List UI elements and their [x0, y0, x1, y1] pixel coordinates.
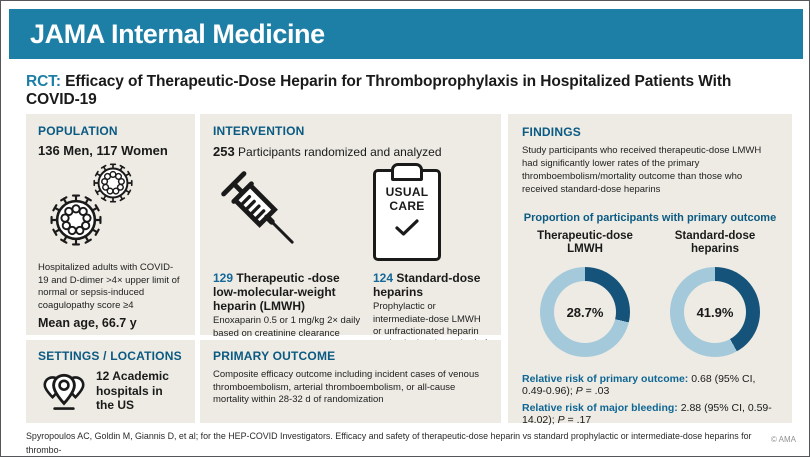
- donut-charts: 28.7% 41.9%: [522, 257, 778, 358]
- randomized-count-line: 253 Participants randomized and analyzed: [213, 144, 442, 159]
- article-title: RCT: Efficacy of Therapeutic-Dose Hepari…: [26, 73, 788, 109]
- usual-care-clipboard-icon: USUAL CARE: [373, 163, 441, 261]
- primary-outcome-text: Composite efficacy outcome including inc…: [213, 369, 479, 406]
- arm-therapeutic-lmwh: 129 Therapeutic -dose low-molecular-weig…: [213, 271, 365, 363]
- arm1-title: Therapeutic -dose low-molecular-weight h…: [213, 271, 340, 314]
- stat-primary-outcome: Relative risk of primary outcome: 0.68 (…: [522, 373, 756, 398]
- donut-label-standard: Standard-dose heparins: [674, 229, 756, 256]
- findings-panel: FINDINGS Study participants who received…: [508, 114, 792, 426]
- donut-value-standard: 41.9%: [696, 304, 734, 320]
- arm2-count: 124: [373, 271, 397, 285]
- journal-header: JAMA Internal Medicine: [9, 9, 803, 59]
- donut-label-lmwh: Therapeutic-dose LMWH: [537, 229, 633, 256]
- intervention-heading: INTERVENTION: [213, 124, 305, 138]
- donut-chart-standard: 41.9%: [670, 267, 760, 358]
- settings-text: 12 Academic hospitals in the US: [96, 369, 169, 413]
- study-type-tag: RCT:: [26, 73, 61, 90]
- arm1-count: 129: [213, 271, 237, 285]
- syringe-icon: [221, 171, 294, 244]
- population-counts: 136 Men, 117 Women: [38, 143, 168, 158]
- stat-major-bleeding: Relative risk of major bleeding: 2.88 (9…: [522, 402, 772, 427]
- intervention-icons: USUAL CARE: [213, 163, 488, 267]
- primary-outcome-panel: PRIMARY OUTCOME Composite efficacy outco…: [200, 340, 501, 423]
- settings-panel: SETTINGS / LOCATIONS 12 Academic hospita…: [26, 340, 195, 423]
- article-title-text: Efficacy of Therapeutic-Dose Heparin for…: [26, 73, 732, 108]
- findings-heading: FINDINGS: [522, 125, 581, 139]
- population-icons: [38, 158, 183, 262]
- citation-line1: Spyropoulos AC, Goldin M, Giannis D, et …: [26, 431, 752, 455]
- arm1-detail: Enoxaparin 0.5 or 1 mg/kg 2× daily based…: [213, 315, 361, 339]
- map-pins-icon: [43, 373, 85, 410]
- chart-title: Proportion of participants with primary …: [523, 211, 777, 224]
- relative-risk-stats: Relative risk of primary outcome: 0.68 (…: [522, 373, 778, 426]
- journal-name: JAMA Internal Medicine: [30, 18, 325, 49]
- primary-outcome-heading: PRIMARY OUTCOME: [213, 349, 336, 363]
- population-panel: POPULATION 136 Men, 117 Women Hospitaliz…: [26, 114, 195, 335]
- citation: Spyropoulos AC, Goldin M, Giannis D, et …: [26, 430, 761, 456]
- donut-labels: Therapeutic-dose LMWH Standard-dose hepa…: [522, 224, 778, 258]
- coronavirus-icon: [46, 190, 106, 250]
- checkmark-icon: [395, 218, 419, 236]
- usual-care-label: USUAL CARE: [385, 185, 429, 213]
- donut-value-lmwh: 28.7%: [566, 304, 604, 320]
- ama-copyright: © AMA: [770, 435, 796, 444]
- randomized-count: 253: [213, 144, 235, 159]
- population-description: Hospitalized adults with COVID-19 and D-…: [38, 262, 180, 312]
- arm2-title: Standard-dose heparins: [373, 271, 481, 300]
- clipboard-clip: [391, 163, 423, 181]
- mean-age: Mean age, 66.7 y: [38, 315, 137, 330]
- population-heading: POPULATION: [38, 124, 118, 138]
- intervention-arms: 129 Therapeutic -dose low-molecular-weig…: [213, 271, 488, 363]
- findings-summary: Study participants who received therapeu…: [522, 145, 762, 195]
- settings-heading: SETTINGS / LOCATIONS: [38, 349, 182, 363]
- donut-chart-lmwh: 28.7%: [540, 267, 630, 358]
- intervention-panel: INTERVENTION 253 Participants randomized…: [200, 114, 501, 362]
